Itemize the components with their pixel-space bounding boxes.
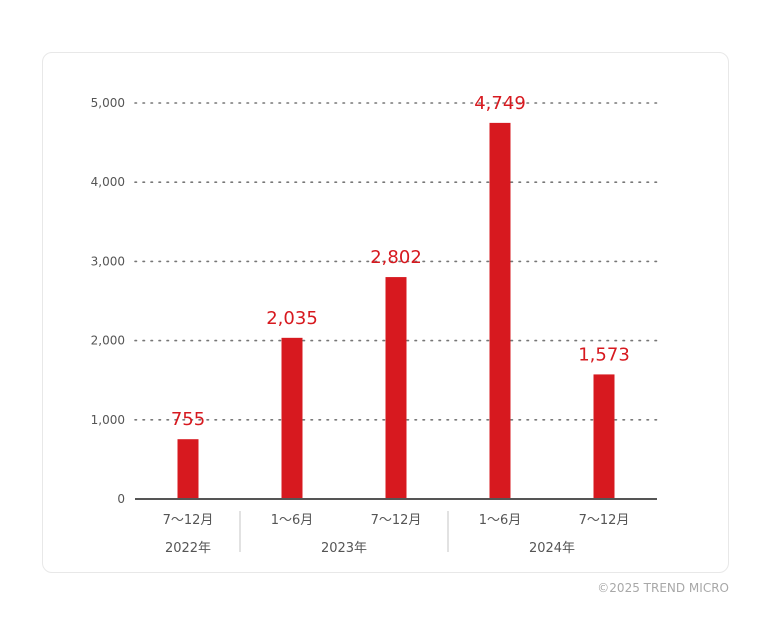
data-label: 2,802: [370, 247, 422, 268]
x-tick-label: 1〜6月: [271, 513, 314, 528]
bar: [281, 337, 303, 499]
y-tick-label: 1,000: [91, 413, 125, 427]
bar: [489, 122, 511, 499]
data-label: 755: [171, 409, 205, 430]
x-tick-label: 7〜12月: [371, 513, 422, 528]
data-label: 2,035: [266, 308, 318, 329]
x-group-label: 2023年: [321, 541, 367, 556]
y-tick-label: 4,000: [91, 175, 125, 189]
data-label: 4,749: [474, 93, 526, 114]
x-tick-label: 7〜12月: [163, 513, 214, 528]
x-group-label: 2022年: [165, 541, 211, 556]
bar: [385, 277, 407, 499]
y-tick-label: 2,000: [91, 334, 125, 348]
x-tick-label: 1〜6月: [479, 513, 522, 528]
chart-card: [42, 52, 729, 573]
data-label: 1,573: [578, 344, 630, 365]
y-tick-label: 3,000: [91, 254, 125, 268]
x-tick-label: 7〜12月: [579, 513, 630, 528]
copyright: ©2025 TREND MICRO: [597, 581, 729, 595]
bar: [593, 374, 615, 499]
y-tick-label: 5,000: [91, 96, 125, 110]
y-tick-label: 0: [117, 492, 125, 506]
bar: [177, 439, 199, 499]
x-group-label: 2024年: [529, 541, 575, 556]
